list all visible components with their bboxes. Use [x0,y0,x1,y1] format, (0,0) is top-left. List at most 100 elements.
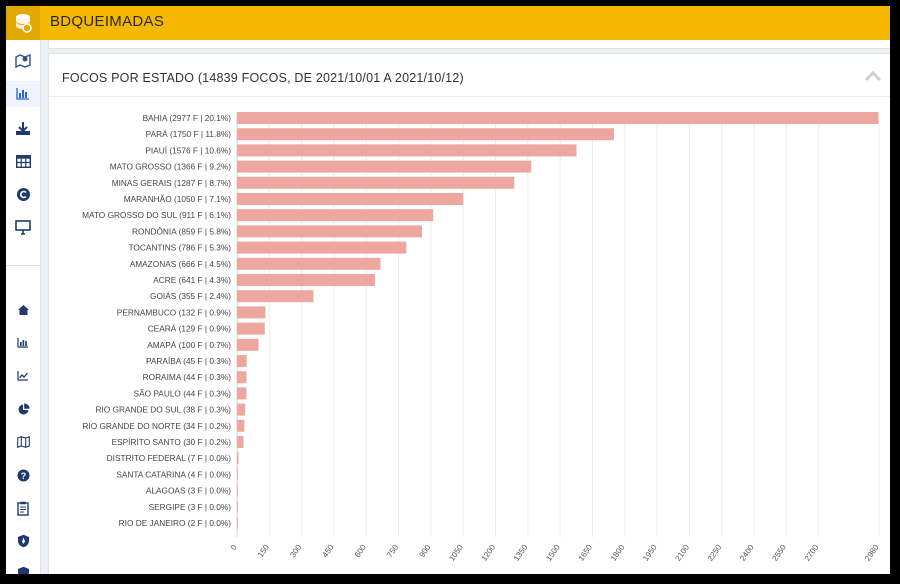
bar[interactable] [237,112,879,124]
svg-text:?: ? [20,470,26,480]
category-label: PIAUÍ (1576 F | 10.6%) [145,145,231,155]
home-icon[interactable] [6,297,40,323]
bar[interactable] [237,225,423,238]
app-title: BDQUEIMADAS [50,13,165,30]
category-label: RORAIMA (44 F | 0.3%) [143,372,232,382]
x-tick-label: 2400 [738,543,756,563]
category-label: TOCANTINS (786 F | 5.3%) [128,243,231,253]
x-tick-label: 150 [256,543,271,560]
bar[interactable] [237,128,615,141]
line-chart-icon[interactable] [6,363,40,389]
x-tick-label: 1350 [512,543,530,563]
x-tick-label: 750 [385,543,400,560]
category-label: PERNAMBUCO (132 F | 0.9%) [117,307,231,317]
previous-panel-edge [48,40,890,49]
category-label: SÃO PAULO (44 F | 0.3%) [134,388,232,398]
bar[interactable] [237,355,247,367]
category-label: RIO GRANDE DO NORTE (34 F | 0.2%) [82,421,231,431]
x-tick-label: 300 [288,543,303,560]
category-label: RONDÔNIA (859 F | 5.8%) [132,226,231,236]
bar[interactable] [237,484,238,497]
category-label: CEARÁ (129 F | 0.9%) [148,324,232,334]
bar[interactable] [237,193,464,205]
bar-chart: BAHIA (2977 F | 20.1%) PARÁ (1750 F | 11.… [82,112,881,563]
category-label: MARANHÃO (1050 F | 7.1%) [124,194,232,204]
category-label: BAHIA (2977 F | 20.1%) [143,113,232,123]
category-label: GOIÁS (355 F | 2.4%) [150,291,231,301]
help-icon[interactable]: ? [6,462,40,488]
monitor-icon[interactable] [6,214,40,240]
category-label: MINAS GERAIS (1287 F | 8.7%) [112,178,232,188]
x-tick-label: 600 [353,543,368,560]
category-label: RIO GRANDE DO SUL (38 F | 0.3%) [95,405,231,415]
x-tick-label: 1500 [544,543,562,563]
download-icon[interactable] [6,115,40,141]
category-label: AMAZONAS (666 F | 4.5%) [130,259,232,269]
x-tick-label: 1800 [609,543,627,563]
copyright-icon[interactable] [6,181,40,207]
x-tick-label: 2980 [863,543,881,563]
bar[interactable] [237,290,314,303]
map-marker-icon[interactable] [6,48,40,74]
x-tick-label: 900 [417,543,432,560]
x-tick-label: 1050 [447,543,465,563]
x-tick-label: 2700 [803,543,821,563]
sidebar-divider [6,265,40,266]
category-label: PARÁ (1750 F | 11.8%) [146,129,232,139]
x-tick-label: 2100 [673,543,691,563]
map-icon[interactable] [6,429,40,455]
bar[interactable] [237,144,577,157]
x-tick-label: 1950 [641,543,659,563]
bar[interactable] [237,160,532,173]
x-tick-label: 450 [321,543,336,560]
category-label: AMAPÁ (100 F | 0.7%) [147,340,231,350]
shield-icon[interactable] [6,528,40,554]
database-logo-icon[interactable] [6,6,40,40]
top-bar: BDQUEIMADAS [6,6,890,40]
bar[interactable] [237,322,265,335]
bar[interactable] [237,257,381,270]
category-label: ACRE (641 F | 4.3%) [153,275,231,285]
category-label: SERGIPE (3 F | 0.0%) [149,502,232,512]
x-tick-label: 2250 [706,543,724,563]
bar[interactable] [237,241,407,254]
bar-chart-icon[interactable] [6,81,40,107]
bar[interactable] [237,436,244,448]
bar[interactable] [237,176,515,189]
bar-chart-small-icon[interactable] [6,330,40,356]
bar[interactable] [237,419,245,432]
x-tick-label: 1200 [480,543,498,563]
table-icon[interactable] [6,148,40,174]
bar[interactable] [237,274,376,286]
x-tick-label: 1650 [577,543,595,563]
category-label: DISTRITO FEDERAL (7 F | 0.0%) [107,453,232,463]
app-window: BDQUEIMADAS [6,6,890,574]
bar[interactable] [237,387,247,400]
category-label: MATO GROSSO DO SUL (911 F | 6.1%) [82,210,231,220]
x-tick-label: 2550 [770,543,788,563]
sidebar: ? [6,40,41,574]
bar[interactable] [237,468,238,481]
x-tick-label: 0 [229,543,239,552]
category-label: PARAÍBA (45 F | 0.3%) [146,356,231,366]
category-label: RIO DE JANEIRO (2 F | 0.0%) [119,518,232,528]
category-label: MATO GROSSO (1366 F | 9.2%) [110,162,232,172]
panel-divider [49,96,890,97]
bar[interactable] [237,403,246,416]
category-label: ALAGOAS (3 F | 0.0%) [146,486,231,496]
panel-title: FOCOS POR ESTADO (14839 FOCOS, DE 2021/1… [62,71,464,85]
bar[interactable] [237,209,434,222]
pie-chart-icon[interactable] [6,396,40,422]
bar[interactable] [237,306,266,319]
chevron-up-icon[interactable] [863,68,883,84]
bar[interactable] [237,517,238,529]
chart-panel: FOCOS POR ESTADO (14839 FOCOS, DE 2021/1… [48,53,890,574]
category-label: ESPÍRITO SANTO (30 F | 0.2%) [112,437,232,447]
bar[interactable] [237,500,238,513]
category-label: SANTA CATARINA (4 F | 0.0%) [116,469,231,479]
bar[interactable] [237,371,247,384]
bar[interactable] [237,452,239,465]
badge-icon[interactable] [6,558,40,574]
bar[interactable] [237,338,259,351]
clipboard-icon[interactable] [6,495,40,521]
